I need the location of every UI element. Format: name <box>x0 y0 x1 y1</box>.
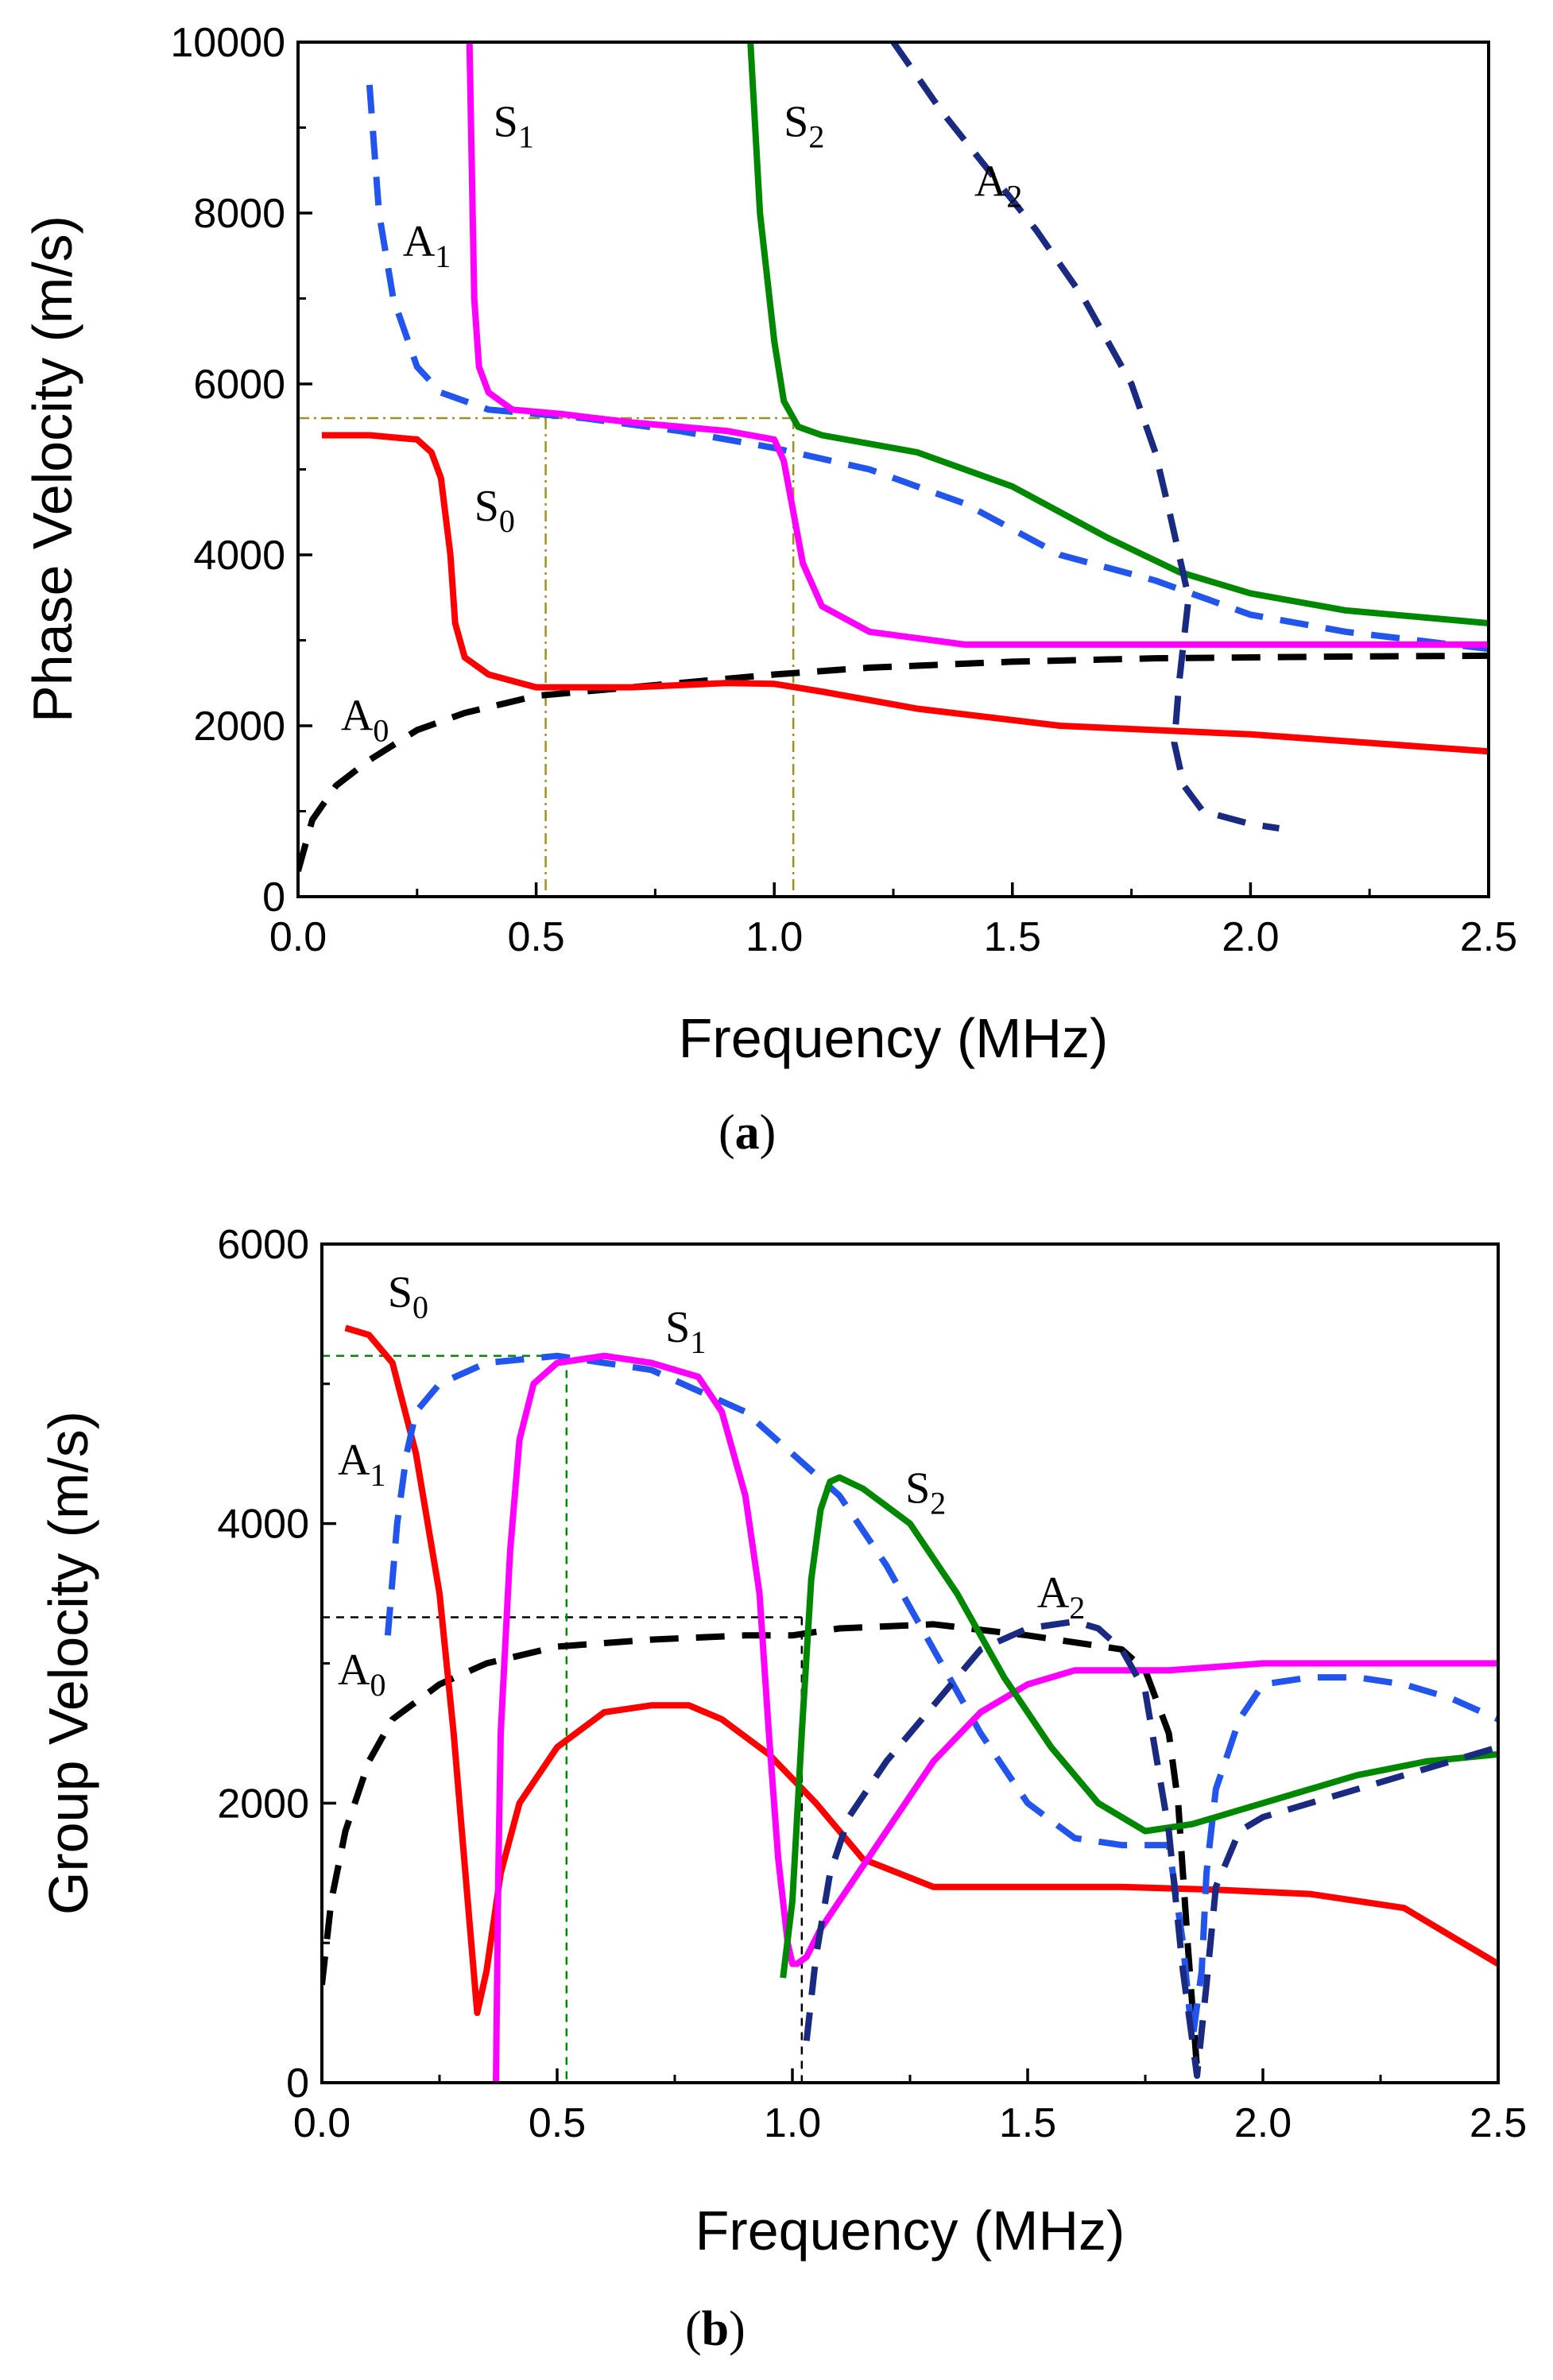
mode-label-s1: S1 <box>665 1303 706 1360</box>
y-tick-label: 2000 <box>217 1781 309 1827</box>
mode-label-a1: A1 <box>403 217 451 274</box>
y-tick-label: 8000 <box>193 191 285 237</box>
y-tick-label: 6000 <box>193 362 285 408</box>
panel-caption-a: (a) <box>718 1106 776 1160</box>
ticks-a: 0.0 0.5 1.0 1.5 2.0 2.5 0 2000 4000 6000 8000 10000 <box>170 20 1517 960</box>
x-tick-label: 1.5 <box>999 2100 1056 2146</box>
mode-label-a0: A0 <box>341 691 389 748</box>
ticks-b: 0.0 0.5 1.0 1.5 2.0 2.5 0 2000 4000 6000 <box>217 1222 1527 2146</box>
plot-frame-a <box>296 41 1490 898</box>
x-tick-label: 2.0 <box>1234 2100 1292 2146</box>
x-tick-label: 2.5 <box>1470 2100 1527 2146</box>
x-tick-label: 1.5 <box>984 914 1041 960</box>
series-s0 <box>344 1324 1498 2017</box>
x-tick-label: 0.5 <box>529 2100 586 2146</box>
y-axis-title-a: Phase Velocity (m/s) <box>21 215 83 723</box>
group-velocity-chart: 0.0 0.5 1.0 1.5 2.0 2.5 0 2000 4000 6000 Frequenc… <box>37 1222 1527 2356</box>
y-tick-label: 10000 <box>170 20 285 66</box>
series-a0 <box>322 1621 1201 2069</box>
series-a1 <box>384 1352 1498 2045</box>
panel-label-a: a <box>735 1106 760 1160</box>
series-s2 <box>747 42 1489 626</box>
panel-caption-b: (b) <box>685 2302 746 2356</box>
x-tick-label: 0.5 <box>507 914 564 960</box>
x-tick-label: 0.0 <box>293 2100 350 2146</box>
x-tick-label: 2.5 <box>1460 914 1517 960</box>
plot-area-b <box>322 1324 1498 2083</box>
mode-label-s2: S2 <box>905 1463 946 1521</box>
phase-velocity-chart: 0.0 0.5 1.0 1.5 2.0 2.5 0 2000 4000 6000 8000 10000… <box>21 20 1517 1160</box>
mode-label-a2: A2 <box>974 157 1022 215</box>
y-tick-label: 4000 <box>193 533 285 579</box>
mode-label-a2: A2 <box>1037 1568 1085 1626</box>
y-tick-label: 0 <box>262 874 285 921</box>
x-tick-label: 2.0 <box>1222 914 1279 960</box>
mode-label-s1: S1 <box>494 97 534 154</box>
series-a0 <box>298 652 1489 872</box>
panel-label-b: b <box>702 2302 729 2356</box>
mode-label-s0: S0 <box>388 1268 428 1325</box>
x-axis-title-a: Frequency (MHz) <box>679 1007 1109 1069</box>
series-a2 <box>803 1618 1498 2080</box>
series-s2 <box>780 1474 1498 1979</box>
series-s1 <box>493 1352 1498 2083</box>
x-tick-label: 1.0 <box>764 2100 821 2146</box>
mode-label-a0: A0 <box>338 1645 385 1703</box>
mode-label-s0: S0 <box>474 482 515 539</box>
y-tick-label: 6000 <box>217 1222 309 1268</box>
plot-area-a <box>298 42 1489 897</box>
y-tick-label: 0 <box>286 2060 309 2107</box>
mode-label-s2: S2 <box>784 97 824 154</box>
y-axis-title-b: Group Velocity (m/s) <box>37 1411 99 1915</box>
x-axis-title-b: Frequency (MHz) <box>695 2200 1125 2262</box>
series-a1 <box>366 84 1489 653</box>
y-tick-label: 4000 <box>217 1502 309 1548</box>
series-s0 <box>322 432 1489 755</box>
y-tick-label: 2000 <box>193 704 285 750</box>
series-a2 <box>890 42 1280 831</box>
series-s1 <box>466 42 1489 648</box>
mode-label-a1: A1 <box>338 1436 385 1493</box>
x-tick-label: 1.0 <box>746 914 803 960</box>
x-tick-label: 0.0 <box>269 914 327 960</box>
